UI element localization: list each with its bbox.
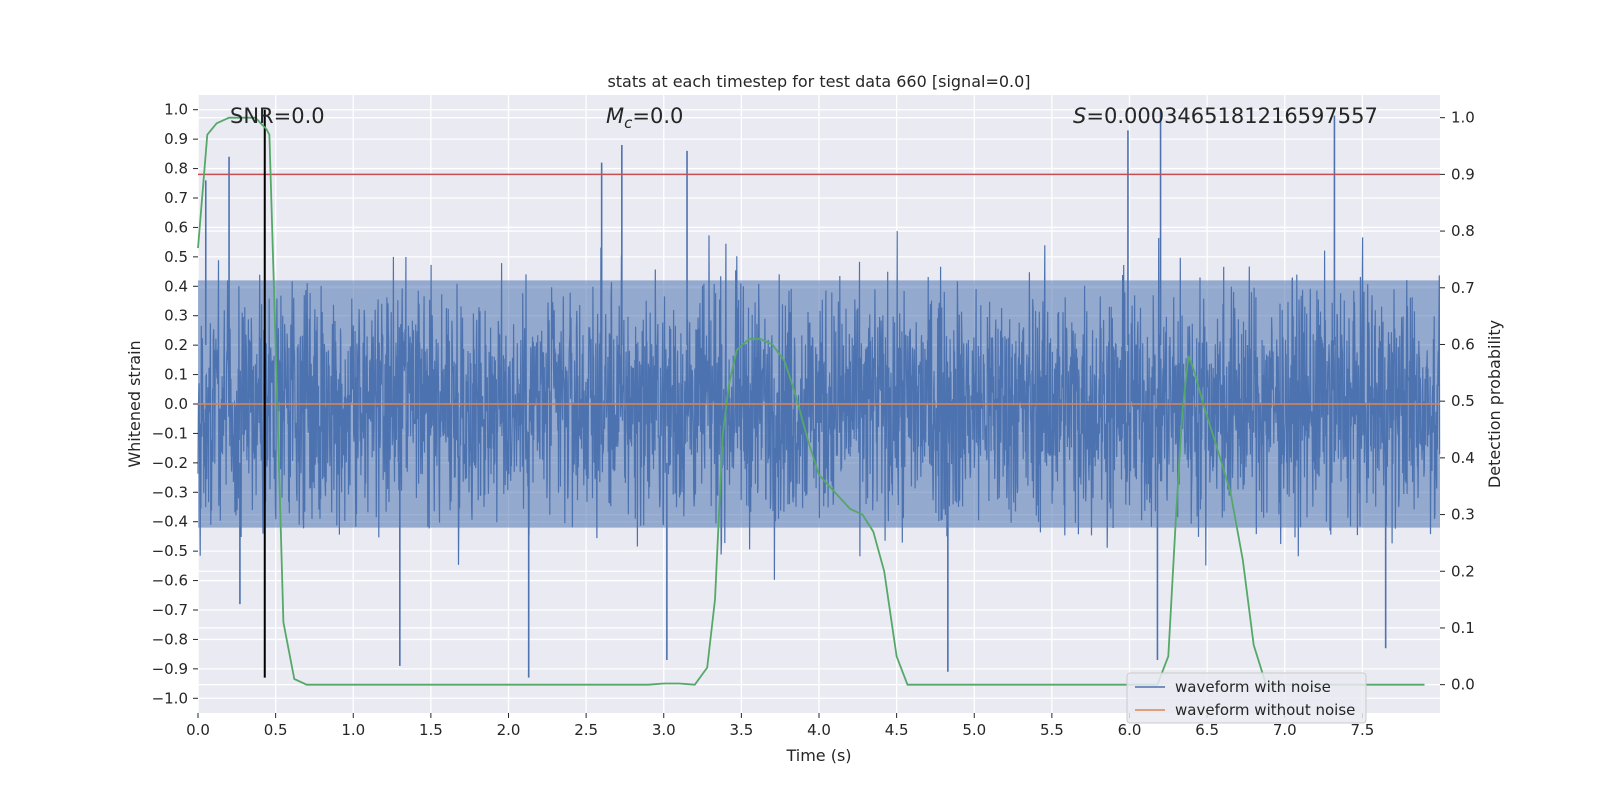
y-tick-label: 0.5 xyxy=(164,248,188,266)
y-tick-label: −1.0 xyxy=(152,689,188,707)
y-tick-label: −0.8 xyxy=(152,630,188,648)
y-tick-label: 0.1 xyxy=(164,366,188,384)
x-tick-label: 1.0 xyxy=(341,721,365,739)
y-tick-label: −0.7 xyxy=(152,601,188,619)
y-tick-label: −0.2 xyxy=(152,454,188,472)
y-tick-label: 0.2 xyxy=(164,336,188,354)
y2-tick-label: 0.1 xyxy=(1451,619,1475,637)
x-tick-label: 4.5 xyxy=(885,721,909,739)
x-tick-label: 4.0 xyxy=(807,721,831,739)
y-tick-label: 0.6 xyxy=(164,218,188,236)
x-tick-label: 3.5 xyxy=(729,721,753,739)
y-tick-label: −0.5 xyxy=(152,542,188,560)
x-tick-label: 6.0 xyxy=(1118,721,1142,739)
mc-annotation: Mc=0.0 xyxy=(606,104,683,132)
detection-probability-line xyxy=(197,116,1425,686)
y2-tick-label: 0.9 xyxy=(1451,165,1475,183)
y2-tick-label: 0.0 xyxy=(1451,676,1475,694)
s-value: 0.0003465181216597557 xyxy=(1104,104,1378,128)
snr-annotation: SNR=0.0 xyxy=(230,104,325,128)
y2-tick-label: 0.4 xyxy=(1451,449,1475,467)
mc-equals: = xyxy=(632,104,650,128)
y-axis-label: Whitened strain xyxy=(125,340,144,467)
x-tick-label: 3.0 xyxy=(652,721,676,739)
y2-tick-label: 0.5 xyxy=(1451,392,1475,410)
y2-tick-label: 0.6 xyxy=(1451,335,1475,353)
x-tick-label: 5.0 xyxy=(962,721,986,739)
mc-value: 0.0 xyxy=(650,104,683,128)
snr-equals: = xyxy=(274,104,292,128)
legend-label-noise: waveform with noise xyxy=(1175,678,1331,696)
y-tick-label: 0.8 xyxy=(164,160,188,178)
y2-tick-label: 0.8 xyxy=(1451,222,1475,240)
mc-label: M xyxy=(606,104,624,128)
y-tick-label: −0.6 xyxy=(152,572,188,590)
legend-box xyxy=(1126,672,1367,724)
x-tick-label: 5.5 xyxy=(1040,721,1064,739)
y2-tick-label: 0.3 xyxy=(1451,506,1475,524)
x-tick-label: 2.5 xyxy=(574,721,598,739)
x-axis-ticks: 0.0 0.5 1.0 1.5 2.0 2.5 3.0 3.5 4.0 4.5 5.0 5.5 6.0 6… xyxy=(186,713,1374,739)
y-tick-label: 1.0 xyxy=(164,101,188,119)
snr-value: 0.0 xyxy=(291,104,324,128)
y2-tick-label: 1.0 xyxy=(1451,109,1475,127)
snr-label: SNR xyxy=(230,104,274,128)
y-tick-label: 0.3 xyxy=(164,307,188,325)
x-tick-label: 0.5 xyxy=(264,721,288,739)
s-annotation: S=0.0003465181216597557 xyxy=(1073,104,1378,128)
y2-tick-label: 0.7 xyxy=(1451,279,1475,297)
x-tick-label: 0.0 xyxy=(186,721,210,739)
mc-subscript: c xyxy=(624,114,633,132)
y-tick-label: −0.3 xyxy=(152,483,188,501)
x-axis-label: Time (s) xyxy=(785,746,851,765)
s-label: S xyxy=(1073,104,1086,128)
x-tick-label: 2.0 xyxy=(497,721,521,739)
x-tick-label: 7.5 xyxy=(1350,721,1374,739)
legend-label-clean: waveform without noise xyxy=(1175,701,1355,719)
y-tick-label: 0.0 xyxy=(164,395,188,413)
y2-tick-label: 0.2 xyxy=(1451,562,1475,580)
legend: waveform with noise waveform without noi… xyxy=(1126,672,1367,724)
y2-axis-ticks: 1.0 0.9 0.8 0.7 0.6 0.5 0.4 0.3 0.2 0.1 0.0 xyxy=(1440,109,1475,694)
s-equals: = xyxy=(1086,104,1104,128)
y-tick-label: 0.4 xyxy=(164,277,188,295)
y-tick-label: −0.4 xyxy=(152,513,188,531)
y-axis-ticks: 1.0 0.9 0.8 0.7 0.6 0.5 0.4 0.3 0.2 0.1 0.0 −0.1 −0.… xyxy=(152,101,198,707)
x-tick-label: 1.5 xyxy=(419,721,443,739)
y-tick-label: −0.9 xyxy=(152,660,188,678)
y-tick-label: −0.1 xyxy=(152,424,188,442)
y-tick-label: 0.9 xyxy=(164,130,188,148)
chart-title: stats at each timestep for test data 660… xyxy=(607,72,1030,91)
x-tick-label: 6.5 xyxy=(1195,721,1219,739)
y-tick-label: 0.7 xyxy=(164,189,188,207)
y2-axis-label: Detection probability xyxy=(1485,320,1504,488)
reference-lines xyxy=(198,109,1440,678)
detection-probability-series xyxy=(197,116,1425,686)
x-tick-label: 7.0 xyxy=(1273,721,1297,739)
